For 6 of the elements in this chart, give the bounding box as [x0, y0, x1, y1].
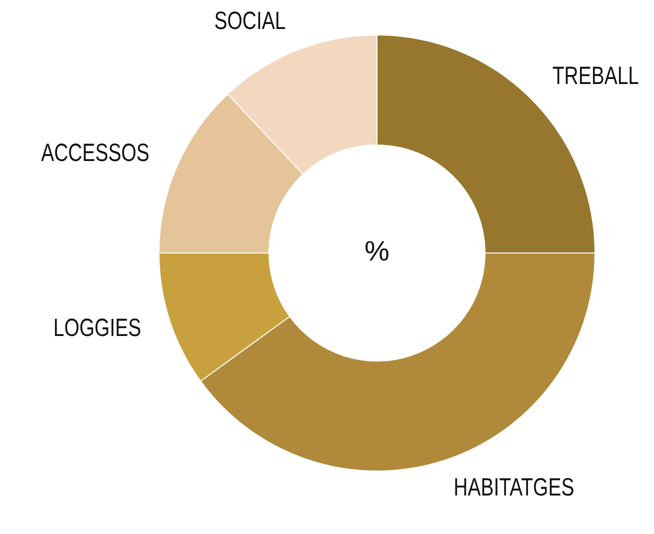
slice-label: LOGGIES [53, 314, 142, 342]
slice-label: TREBALL [552, 62, 640, 90]
slice-label: HABITATGES [454, 473, 574, 502]
text: % [364, 235, 390, 266]
slice-label: SOCIAL [214, 6, 286, 35]
slice-label: ACCESSOS [41, 138, 150, 167]
